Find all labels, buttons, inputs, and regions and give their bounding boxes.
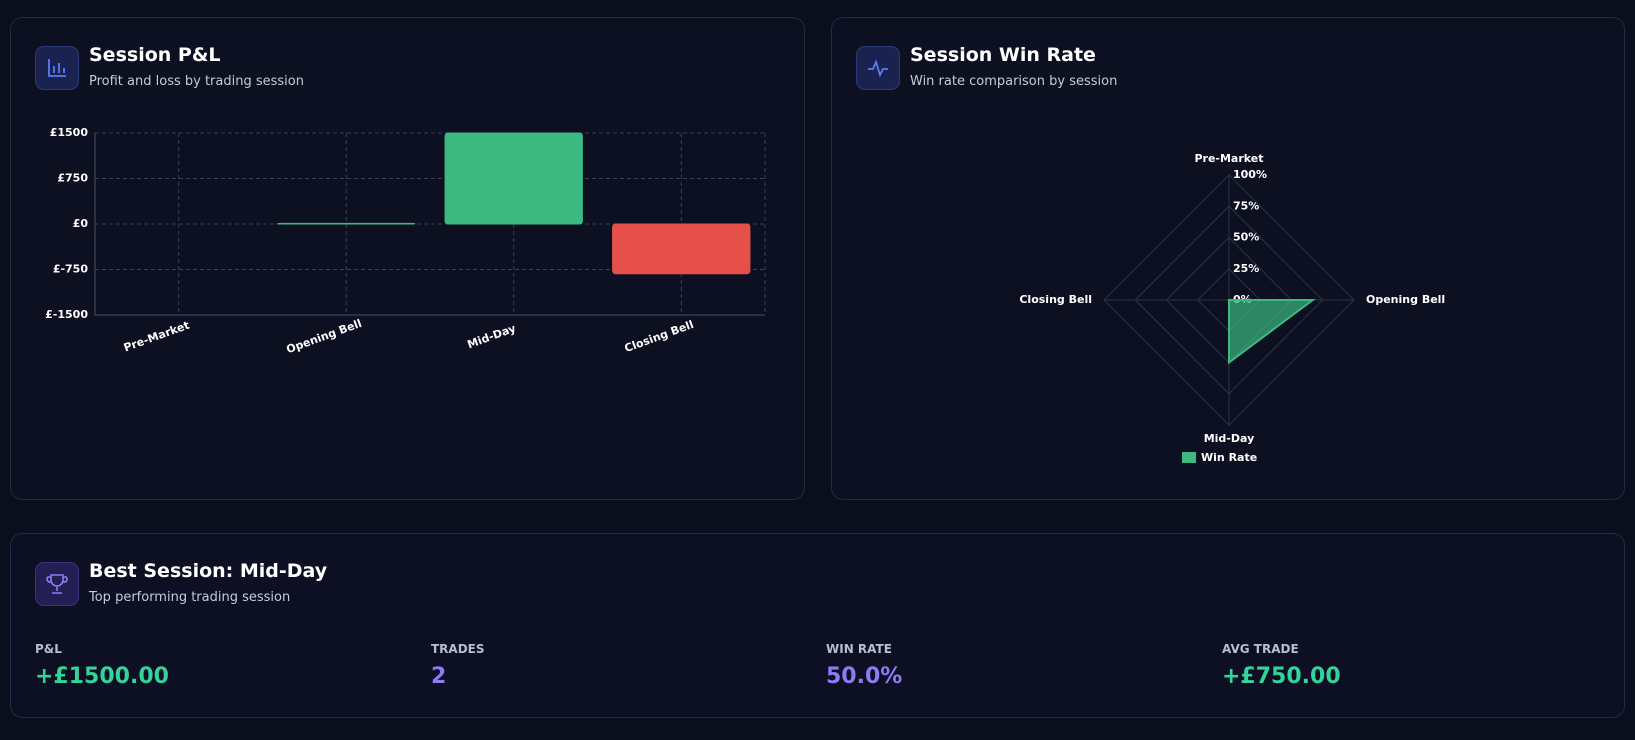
icon <box>35 562 79 606</box>
r-tick-label: 100% <box>1233 168 1267 181</box>
stat-value: +£1500.00 <box>35 664 169 689</box>
y-tick-label: £-1500 <box>45 308 88 321</box>
bar-chart: £-1500 £-750 £0 £750 £1500 Pre-Market Opening … <box>45 126 766 356</box>
card-subtitle: Win rate comparison by session <box>910 74 1118 89</box>
icon <box>856 46 900 90</box>
r-tick-label: 75% <box>1233 199 1259 212</box>
card-subtitle: Profit and loss by trading session <box>89 74 304 89</box>
axis-label: Pre-Market <box>1194 152 1263 165</box>
stat-label: P&L <box>35 642 62 656</box>
x-tick-label: Mid-Day <box>466 322 518 352</box>
legend-label: Win Rate <box>1201 451 1257 464</box>
card-title: Session P&L <box>89 44 221 66</box>
icon <box>35 46 79 90</box>
y-tick-label: £-750 <box>53 263 89 276</box>
card-title: Best Session: Mid-Day <box>89 560 328 582</box>
winrate-card: Session Win Rate Win rate comparison by … <box>831 17 1625 500</box>
x-tick-label: Opening Bell <box>285 317 364 356</box>
card-title: Session Win Rate <box>910 44 1096 66</box>
stat-label: AVG TRADE <box>1222 642 1299 656</box>
axis-label: Closing Bell <box>1019 293 1092 306</box>
y-tick-label: £1500 <box>50 126 89 139</box>
bar <box>277 222 416 225</box>
radar-area <box>1228 299 1316 365</box>
r-tick-label: 50% <box>1233 231 1259 244</box>
pnl-card: Session P&L Profit and loss by trading s… <box>10 17 805 500</box>
axis-label: Mid-Day <box>1204 432 1255 445</box>
r-tick-label: 25% <box>1233 262 1259 275</box>
x-tick-label: Closing Bell <box>623 318 696 355</box>
best-session-card: Best Session: Mid-Day Top performing tra… <box>10 533 1625 718</box>
stat-value: 2 <box>431 664 447 689</box>
bar <box>444 132 583 225</box>
x-tick-label: Pre-Market <box>122 319 191 355</box>
y-tick-label: £750 <box>57 172 88 185</box>
stat-label: WIN RATE <box>826 642 892 656</box>
stat-value: 50.0% <box>826 664 903 689</box>
axis-label: Opening Bell <box>1366 293 1445 306</box>
y-tick-label: £0 <box>73 217 89 230</box>
card-subtitle: Top performing trading session <box>89 590 291 605</box>
stat-label: TRADES <box>431 642 485 656</box>
legend-swatch <box>1182 452 1196 463</box>
stat-value: +£750.00 <box>1222 664 1341 689</box>
bar <box>612 223 751 275</box>
